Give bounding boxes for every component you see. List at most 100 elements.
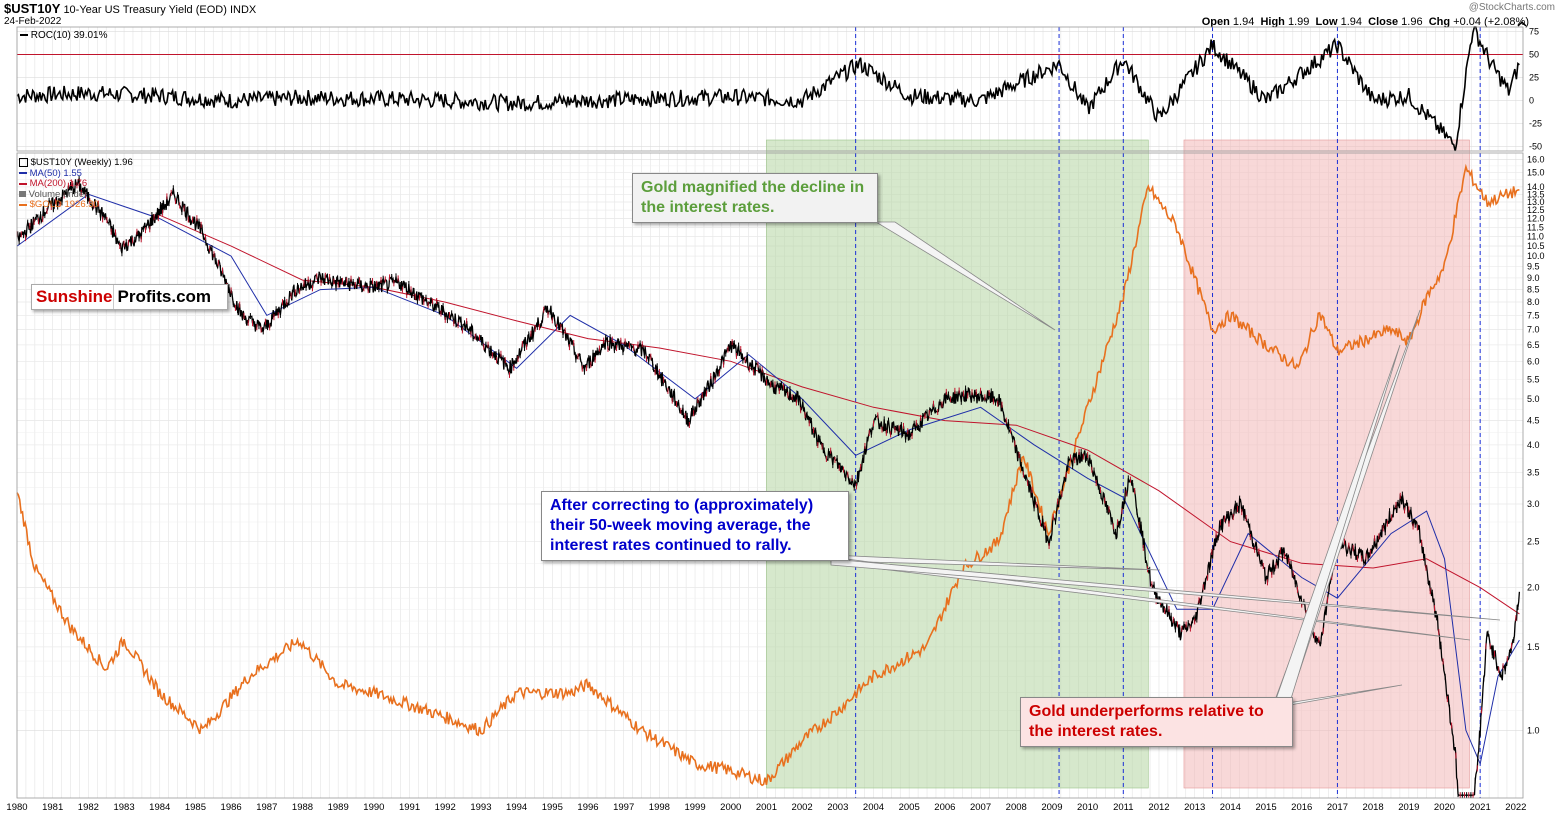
close-value: 1.96 xyxy=(1401,16,1423,28)
x-tick-label: 2013 xyxy=(1184,802,1205,813)
x-tick-label: 1982 xyxy=(78,802,99,813)
ma200-line xyxy=(159,214,1520,615)
callout-gold-underperforms: Gold underperforms relative to the inter… xyxy=(1020,697,1293,747)
x-tick-label: 1999 xyxy=(684,802,705,813)
x-tick-label: 1984 xyxy=(149,802,170,813)
x-tick-label: 2003 xyxy=(827,802,848,813)
quote-bar: Open 1.94 High 1.99 Low 1.94 Close 1.96 … xyxy=(1202,16,1529,28)
legend-gold: $GOLD 1926.30 xyxy=(19,199,133,211)
legend-ma50-text: MA(50) 1.55 xyxy=(29,167,82,179)
roc-legend: ROC(10) 39.01% xyxy=(20,30,107,41)
chg-label: Chg xyxy=(1428,16,1451,28)
main-tick-label: 4.5 xyxy=(1527,416,1540,426)
callout-after-correcting: After correcting to (approximately) thei… xyxy=(541,491,849,561)
main-tick-label: 9.0 xyxy=(1527,273,1540,283)
main-tick-label: 1.0 xyxy=(1527,725,1540,735)
x-tick-label: 2011 xyxy=(1113,802,1133,813)
x-tick-label: 2012 xyxy=(1148,802,1169,813)
low-label: Low xyxy=(1315,16,1338,28)
main-tick-label: 7.0 xyxy=(1527,325,1540,335)
shaded-zone-green xyxy=(766,139,1149,789)
symbol: $UST10Y xyxy=(4,1,61,16)
gold-line xyxy=(16,163,1520,787)
x-tick-label: 1998 xyxy=(649,802,670,813)
callout-pointers xyxy=(830,221,1501,706)
chart-date: 24-Feb-2022 xyxy=(4,16,62,27)
expand-arrow-icon[interactable] xyxy=(1517,16,1527,27)
close-label: Close xyxy=(1368,16,1399,28)
x-tick-label: 2021 xyxy=(1470,802,1491,813)
main-tick-label: 2.0 xyxy=(1527,583,1540,593)
main-tick-label: 8.5 xyxy=(1527,285,1540,295)
x-tick-label: 1986 xyxy=(221,802,242,813)
x-tick-label: 2022 xyxy=(1505,802,1526,813)
main-y-ticks: 16.0 15.0 14.013.513.012.512.011.511.010.5… xyxy=(1527,154,1545,735)
main-tick-label: 8.0 xyxy=(1527,297,1540,307)
roc-tick-label: -25 xyxy=(1529,118,1542,128)
x-tick-label: 2004 xyxy=(863,802,884,813)
legend-price: $UST10Y (Weekly) 1.96 xyxy=(19,157,133,169)
x-tick-label: 1980 xyxy=(6,802,27,813)
roc-tick-label: -50 xyxy=(1529,141,1542,151)
low-value: 1.94 xyxy=(1340,16,1362,28)
x-tick-label: 1992 xyxy=(435,802,456,813)
main-tick-label: 5.5 xyxy=(1527,374,1540,384)
x-tick-label: 1991 xyxy=(399,802,420,813)
x-tick-label: 1987 xyxy=(256,802,277,813)
x-tick-label: 1997 xyxy=(613,802,634,813)
main-tick-label: 9.5 xyxy=(1527,262,1540,272)
sunshine-profits-logo: Sunshine Profits.com xyxy=(31,284,228,310)
open-value: 1.94 xyxy=(1232,16,1255,28)
x-tick-label: 1990 xyxy=(363,802,384,813)
roc-legend-text: ROC(10) 39.01% xyxy=(30,30,108,41)
high-value: 1.99 xyxy=(1287,16,1310,28)
main-series xyxy=(16,163,1521,799)
x-tick-label: 2002 xyxy=(792,802,813,813)
x-tick-label: 1993 xyxy=(470,802,491,813)
pointer-gold-magnified xyxy=(874,221,1056,331)
x-tick-label: 2010 xyxy=(1077,802,1098,813)
main-tick-label: 6.5 xyxy=(1527,340,1540,350)
main-tick-label: 5.0 xyxy=(1527,394,1540,404)
roc-tick-label: 25 xyxy=(1529,73,1539,83)
high-label: High xyxy=(1260,16,1285,28)
x-tick-label: 2008 xyxy=(1006,802,1027,813)
legend-ma200: MA(200) 1.76 xyxy=(19,178,133,190)
x-tick-label: 2019 xyxy=(1398,802,1419,813)
x-axis-ticks: 1980 1981 1982 1983 1984 1985 1986 1987 1988 1989… xyxy=(6,802,1526,813)
roc-grid xyxy=(16,27,1523,151)
x-tick-label: 2001 xyxy=(756,802,777,813)
exchange: INDX xyxy=(229,4,257,16)
x-tick-label: 2000 xyxy=(720,802,741,813)
roc-y-ticks: 75 50 25 0 -25 -50 xyxy=(1529,27,1542,152)
legend-gold-text: $GOLD 1926.30 xyxy=(29,199,99,211)
x-tick-label: 2016 xyxy=(1291,802,1312,813)
x-tick-label: 1995 xyxy=(542,802,563,813)
x-tick-label: 1994 xyxy=(506,802,527,813)
main-tick-label: 11.0 xyxy=(1527,232,1544,242)
x-tick-label: 1996 xyxy=(577,802,598,813)
main-tick-label: 12.5 xyxy=(1527,205,1545,215)
x-tick-label: 1981 xyxy=(42,802,63,813)
x-tick-label: 2009 xyxy=(1041,802,1062,813)
main-legend: $UST10Y (Weekly) 1.96 MA(50) 1.55 MA(200… xyxy=(19,157,133,211)
open-label: Open xyxy=(1201,16,1230,28)
main-tick-label: 16.0 xyxy=(1527,154,1545,164)
pointer-correcting-3 xyxy=(830,558,1501,621)
x-tick-label: 1985 xyxy=(185,802,206,813)
main-tick-label: 11.5 xyxy=(1527,222,1544,232)
main-tick-label: 7.5 xyxy=(1527,310,1540,320)
legend-ma50: MA(50) 1.55 xyxy=(19,167,133,180)
vertical-markers xyxy=(855,27,1481,798)
shaded-zones xyxy=(766,139,1470,789)
legend-ma200-text: MA(200) 1.76 xyxy=(29,178,88,190)
main-tick-label: 2.5 xyxy=(1527,537,1540,547)
chg-value: +0.04 (+2.08%) xyxy=(1453,16,1529,28)
x-tick-label: 2014 xyxy=(1220,802,1241,813)
x-tick-label: 1983 xyxy=(113,802,134,813)
roc-tick-label: 0 xyxy=(1529,95,1534,105)
symbol-description: 10-Year US Treasury Yield (EOD) xyxy=(63,4,227,16)
main-tick-label: 12.0 xyxy=(1527,214,1545,224)
main-tick-label: 10.0 xyxy=(1527,251,1545,261)
